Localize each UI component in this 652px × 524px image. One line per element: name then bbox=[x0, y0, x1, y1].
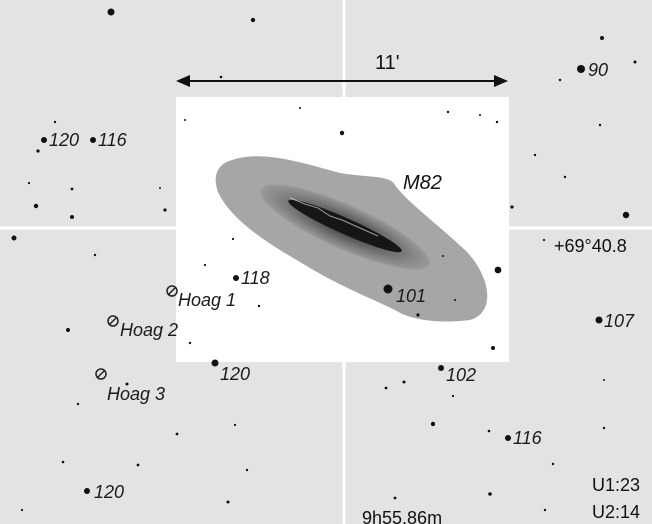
field-star bbox=[446, 110, 450, 114]
field-star bbox=[203, 263, 207, 267]
field-star bbox=[430, 421, 436, 427]
star-label-116-se: 116 bbox=[513, 428, 543, 448]
uranometria-u1-label: U1:23 bbox=[592, 475, 640, 495]
field-star bbox=[542, 238, 546, 242]
star-120-nw bbox=[41, 137, 47, 143]
star-label-101: 101 bbox=[396, 286, 426, 306]
field-star bbox=[70, 187, 74, 191]
field-star bbox=[233, 423, 237, 427]
field-star bbox=[245, 468, 249, 472]
field-star bbox=[622, 211, 630, 219]
field-star bbox=[231, 237, 235, 241]
star-label-107: 107 bbox=[604, 311, 635, 331]
hoag-1-label: Hoag 1 bbox=[178, 290, 236, 310]
uranometria-u2-label: U2:14 bbox=[592, 502, 640, 522]
field-star bbox=[442, 255, 444, 257]
field-star bbox=[76, 402, 80, 406]
field-star bbox=[598, 123, 602, 127]
field-star bbox=[543, 508, 547, 512]
field-star bbox=[107, 8, 115, 16]
field-star bbox=[53, 120, 57, 124]
star-120-s bbox=[84, 488, 90, 494]
hoag-2-marker bbox=[107, 315, 119, 327]
field-star bbox=[339, 130, 345, 136]
star-107 bbox=[595, 316, 603, 324]
field-star bbox=[163, 208, 167, 212]
field-star bbox=[533, 153, 537, 157]
star-90 bbox=[577, 65, 585, 73]
field-star bbox=[487, 429, 491, 433]
star-label-102: 102 bbox=[446, 365, 476, 385]
m82-label: M82 bbox=[403, 172, 442, 194]
star-label-120-sw: 120 bbox=[220, 364, 250, 384]
field-star bbox=[93, 253, 97, 257]
m82-galaxy bbox=[215, 156, 488, 322]
field-star bbox=[488, 492, 492, 496]
field-star bbox=[184, 119, 186, 121]
field-star bbox=[66, 328, 70, 332]
star-101 bbox=[383, 284, 393, 294]
field-star bbox=[602, 426, 606, 430]
field-star bbox=[33, 203, 39, 209]
star-label-90: 90 bbox=[588, 60, 608, 80]
field-star bbox=[20, 508, 24, 512]
star-label-118: 118 bbox=[241, 268, 270, 288]
field-star bbox=[551, 462, 555, 466]
field-star bbox=[257, 304, 261, 308]
field-star bbox=[27, 181, 31, 185]
field-star bbox=[510, 205, 514, 209]
star-120-sw bbox=[211, 359, 219, 367]
star-118 bbox=[233, 275, 239, 281]
field-star bbox=[175, 432, 179, 436]
star-102 bbox=[438, 365, 444, 371]
field-star bbox=[299, 107, 301, 109]
star-116-nw bbox=[90, 137, 96, 143]
hoag-2-label: Hoag 2 bbox=[120, 320, 178, 340]
star-label-120-s: 120 bbox=[94, 482, 124, 502]
field-star bbox=[402, 380, 406, 384]
field-star bbox=[633, 60, 637, 64]
field-star bbox=[125, 382, 129, 386]
field-stars bbox=[11, 8, 637, 512]
hoag-1-marker bbox=[166, 285, 178, 297]
scale-label: 11' bbox=[375, 52, 400, 74]
field-star bbox=[603, 379, 605, 381]
field-star bbox=[491, 346, 495, 350]
field-star bbox=[219, 75, 223, 79]
declination-label: +69°40.8 bbox=[554, 236, 627, 256]
field-star bbox=[61, 460, 65, 464]
field-star bbox=[384, 386, 388, 390]
field-star bbox=[36, 149, 40, 153]
field-star bbox=[416, 313, 420, 317]
field-star bbox=[454, 299, 456, 301]
field-star bbox=[494, 266, 502, 274]
field-star bbox=[226, 500, 230, 504]
field-star bbox=[563, 175, 567, 179]
field-star bbox=[136, 463, 140, 467]
star-label-116-nw: 116 bbox=[98, 130, 128, 150]
hoag-3-label: Hoag 3 bbox=[107, 384, 165, 404]
field-star bbox=[70, 215, 74, 219]
field-star bbox=[250, 17, 256, 23]
field-star bbox=[159, 187, 161, 189]
field-star bbox=[393, 496, 397, 500]
field-star bbox=[495, 120, 499, 124]
star-116-se bbox=[505, 435, 511, 441]
right-ascension-label: 9h55.86m bbox=[362, 508, 442, 524]
hoag-3-marker bbox=[95, 368, 107, 380]
field-star bbox=[479, 114, 481, 116]
field-star bbox=[451, 394, 455, 398]
field-star bbox=[11, 235, 17, 241]
field-star bbox=[558, 78, 562, 82]
star-label-120-nw: 120 bbox=[49, 130, 79, 150]
scale-arrow bbox=[176, 75, 508, 87]
field-star bbox=[600, 36, 604, 40]
field-star bbox=[188, 341, 192, 345]
